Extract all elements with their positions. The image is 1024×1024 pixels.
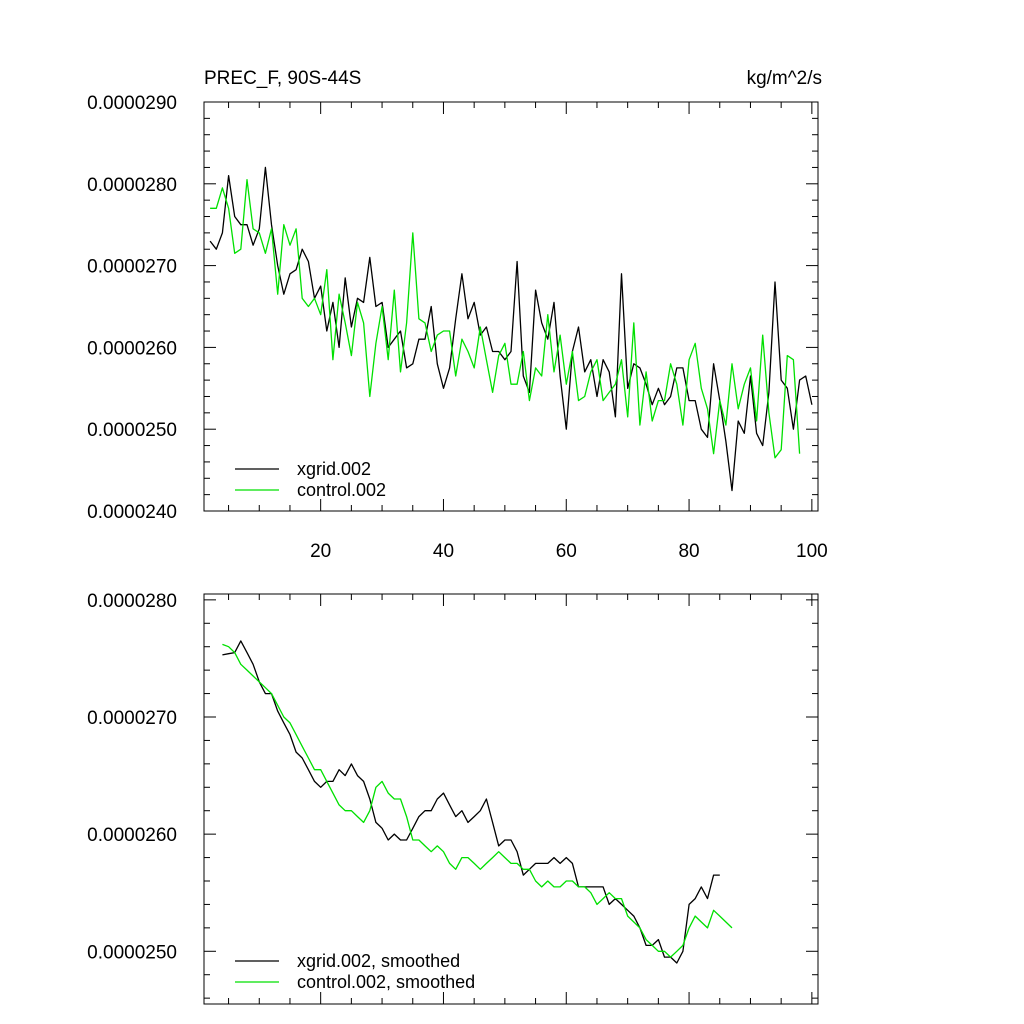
legend-label: control.002 [297,480,386,500]
bottom-chart-panel: 0.0000250 0.0000260 0.0000270 0.0000280 xgr… [87,591,819,1005]
top-y-tick-labels: 0.0000240 0.0000250 0.0000260 0.0000270 0.00… [87,93,177,523]
x-tick-label: 40 [433,541,454,562]
y-tick-label: 0.0000280 [87,591,177,612]
y-tick-label: 0.0000260 [87,825,177,846]
x-tick-label: 100 [796,541,828,562]
bottom-plot-frame [203,593,819,1005]
top-series-layer [209,166,813,492]
chart-units-label: kg/m^2/s [747,68,822,89]
top-plot-frame [203,101,819,512]
top-axes-ticks [204,101,818,512]
x-tick-label: 60 [556,541,577,562]
y-tick-label: 0.0000270 [87,257,177,278]
bottom-series-layer [222,640,733,964]
x-tick-label: 80 [678,541,699,562]
legend-label: xgrid.002 [297,459,371,479]
y-tick-label: 0.0000260 [87,338,177,359]
y-tick-label: 0.0000250 [87,942,177,963]
chart-title-left: PREC_F, 90S-44S [204,68,361,89]
y-tick-label: 0.0000270 [87,708,177,729]
bottom-y-tick-labels: 0.0000250 0.0000260 0.0000270 0.0000280 [87,591,177,963]
y-tick-label: 0.0000290 [87,93,177,114]
y-tick-label: 0.0000250 [87,420,177,441]
series-line [210,179,801,459]
x-tick-label: 20 [310,541,331,562]
series-line [222,640,720,964]
top-chart-panel: PREC_F, 90S-44S kg/m^2/s 0.00002400.0000… [87,68,828,562]
series-line [209,166,813,492]
y-tick-label: 0.0000280 [87,175,177,196]
bottom-axes-ticks [204,594,818,1004]
series-line [222,643,733,958]
y-tick-label: 0.0000240 [87,502,177,523]
legend-label: control.002, smoothed [297,972,475,992]
legend-label: xgrid.002, smoothed [297,951,460,971]
top-x-tick-labels: 20 40 60 80 100 [310,541,828,562]
